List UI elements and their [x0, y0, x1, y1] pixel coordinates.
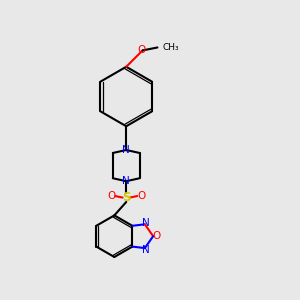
Text: N: N: [122, 145, 130, 155]
Text: N: N: [142, 245, 150, 256]
Text: O: O: [137, 191, 145, 201]
Text: O: O: [107, 191, 116, 201]
Text: S: S: [122, 191, 130, 204]
Text: N: N: [142, 218, 150, 227]
Text: N: N: [122, 176, 130, 186]
Text: O: O: [153, 231, 161, 241]
Text: CH₃: CH₃: [163, 43, 179, 52]
Text: O: O: [137, 44, 145, 55]
